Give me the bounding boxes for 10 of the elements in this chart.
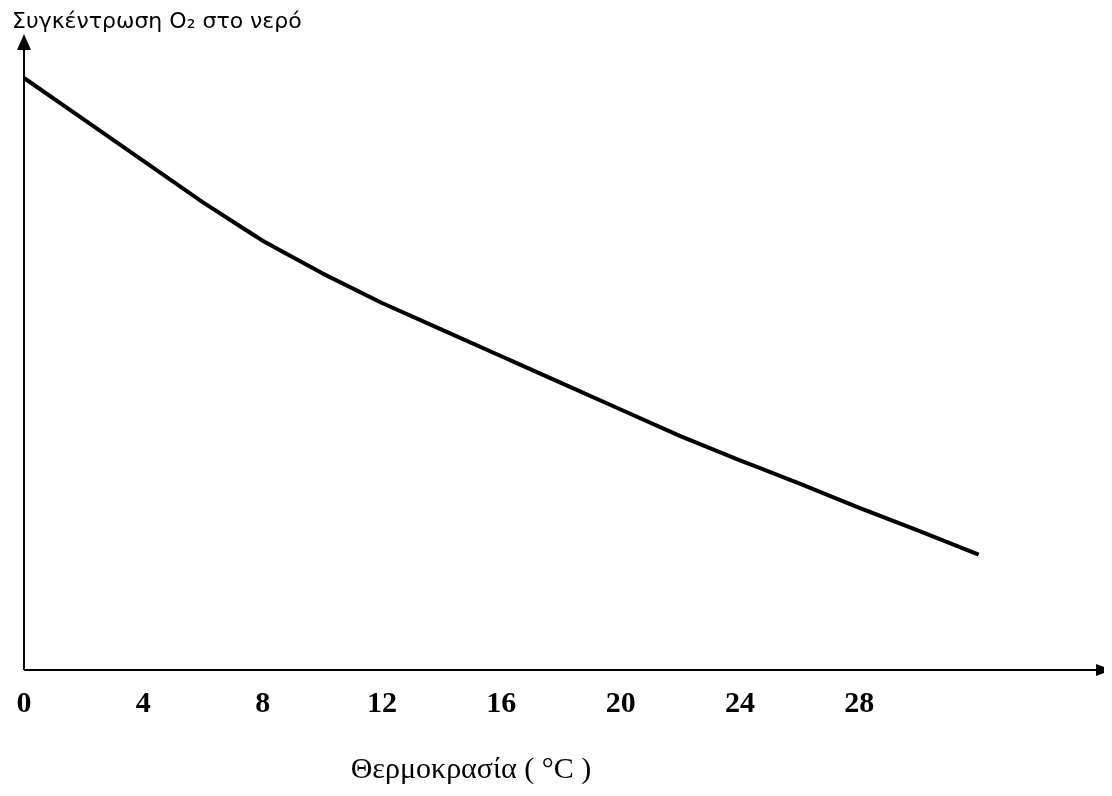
x-tick-label: 4 bbox=[135, 685, 151, 718]
x-tick-label: 8 bbox=[255, 685, 271, 718]
x-tick-label: 16 bbox=[486, 685, 517, 718]
x-tick-label: 24 bbox=[725, 685, 755, 718]
y-axis-title: Συγκέντρωση O₂ στο νερό bbox=[12, 8, 302, 33]
x-tick-label: 20 bbox=[605, 685, 636, 718]
x-tick-label: 0 bbox=[16, 685, 32, 718]
x-axis-title: Θερμοκρασία ( °C ) bbox=[350, 751, 592, 785]
x-tick-label: 28 bbox=[844, 685, 875, 718]
x-tick-label: 12 bbox=[367, 685, 397, 718]
